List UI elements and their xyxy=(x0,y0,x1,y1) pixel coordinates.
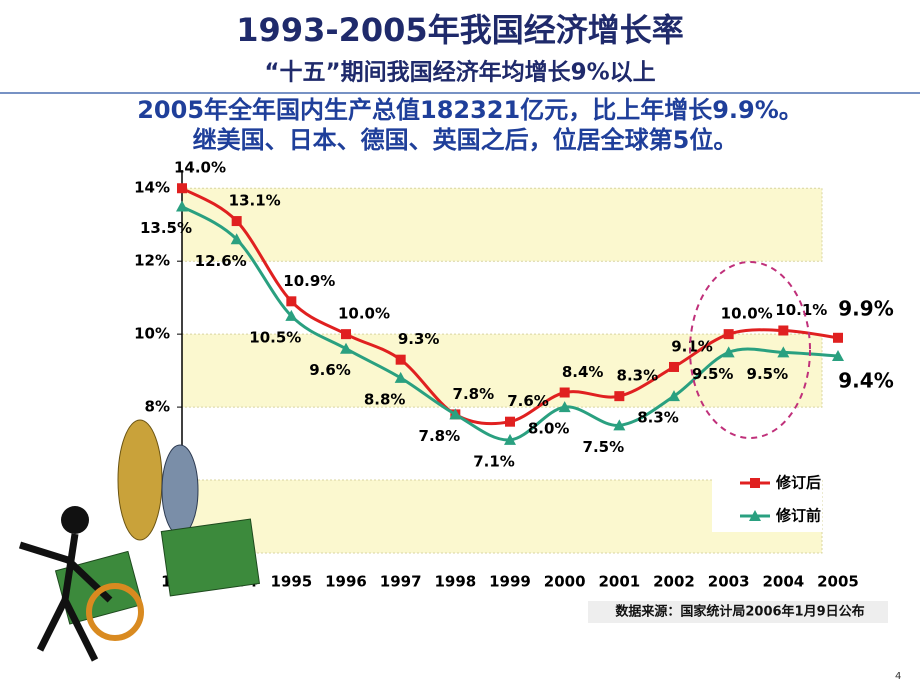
headline: 继美国、日本、德国、英国之后，位居全球第5位。 xyxy=(193,126,738,154)
marker xyxy=(778,325,789,336)
plot: 8%10%12%14%19931994199519961997199819992… xyxy=(134,159,894,591)
highlight-ellipse xyxy=(689,261,811,439)
marker xyxy=(723,329,734,340)
marker xyxy=(614,391,625,402)
x-tick-label: 1997 xyxy=(380,573,422,591)
legend-box xyxy=(712,466,822,532)
legend-label: 修订后 xyxy=(775,474,821,492)
data-label: 9.5% xyxy=(747,365,789,383)
marker xyxy=(669,361,679,372)
headline: 2005年全年国内生产总值182321亿元，比上年增长9.9%。 xyxy=(137,96,803,124)
x-tick-label: 2004 xyxy=(762,573,804,591)
band xyxy=(181,333,823,408)
data-label: 8.4% xyxy=(562,363,604,381)
data-label: 7.1% xyxy=(473,452,515,470)
x-tick-label: 1995 xyxy=(270,573,312,591)
marker xyxy=(832,350,844,362)
marker xyxy=(558,401,571,413)
y-tick-label: 8% xyxy=(145,398,170,416)
cartoon xyxy=(18,419,260,662)
marker xyxy=(395,354,406,365)
data-label: 8.8% xyxy=(364,390,406,408)
marker xyxy=(504,433,516,445)
data-label: 7.8% xyxy=(453,385,495,403)
data-label: 10.0% xyxy=(338,305,390,323)
data-label: 13.5% xyxy=(140,219,192,237)
data-label: 9.1% xyxy=(671,337,713,355)
data-label: 7.6% xyxy=(507,392,549,410)
x-tick-label: 2003 xyxy=(708,573,750,591)
marker xyxy=(833,332,843,343)
marker xyxy=(394,371,407,383)
data-label: 9.9% xyxy=(838,296,893,320)
x-tick-label: 1999 xyxy=(489,573,531,591)
marker xyxy=(177,183,187,194)
marker xyxy=(176,200,188,212)
source-box xyxy=(588,601,888,623)
marker xyxy=(777,346,790,358)
data-label: 9.5% xyxy=(692,365,734,383)
data-label: 9.6% xyxy=(309,361,351,379)
x-tick-label: 2005 xyxy=(817,573,859,591)
marker xyxy=(286,296,297,307)
data-label: 9.4% xyxy=(838,369,893,393)
marker xyxy=(668,390,680,402)
legend-label: 修订前 xyxy=(775,507,821,525)
marker xyxy=(341,329,351,340)
marker xyxy=(505,416,515,427)
marker xyxy=(559,387,570,398)
source: 数据来源：国家统计局2006年1月9日公布 xyxy=(615,604,864,620)
data-label: 10.5% xyxy=(249,328,301,346)
data-label: 10.0% xyxy=(721,305,773,323)
data-label: 13.1% xyxy=(229,192,281,210)
data-label: 8.3% xyxy=(637,409,679,427)
data-label: 7.8% xyxy=(419,427,461,445)
y-tick-label: 12% xyxy=(134,252,170,270)
marker xyxy=(722,346,735,358)
data-label: 12.6% xyxy=(195,252,247,270)
y-tick-label: 10% xyxy=(134,325,170,343)
marker xyxy=(231,216,242,227)
legend-marker xyxy=(750,478,760,488)
band xyxy=(181,187,823,262)
marker xyxy=(285,309,298,321)
data-label: 8.3% xyxy=(617,367,659,385)
x-tick-label: 2002 xyxy=(653,573,695,591)
marker xyxy=(230,233,243,245)
page-number: 4 xyxy=(895,671,901,682)
y-tick-label: 14% xyxy=(134,179,170,197)
legend-marker xyxy=(749,510,761,521)
data-label: 9.3% xyxy=(398,330,440,348)
data-label: 10.1% xyxy=(775,301,827,319)
subtitle: “十五”期间我国经济年均增长9%以上 xyxy=(264,59,655,86)
x-tick-label: 1998 xyxy=(434,573,476,591)
marker xyxy=(449,408,462,420)
x-tick-label: 1996 xyxy=(325,573,367,591)
data-label: 14.0% xyxy=(174,159,226,177)
x-tick-label: 2000 xyxy=(544,573,586,591)
data-label: 7.5% xyxy=(583,438,625,456)
marker xyxy=(340,342,352,354)
title: 1993-2005年我国经济增长率 xyxy=(236,11,683,49)
x-tick-label: 2001 xyxy=(598,573,640,591)
data-label: 8.0% xyxy=(528,420,570,438)
data-label: 10.9% xyxy=(283,272,335,290)
marker xyxy=(613,419,626,431)
